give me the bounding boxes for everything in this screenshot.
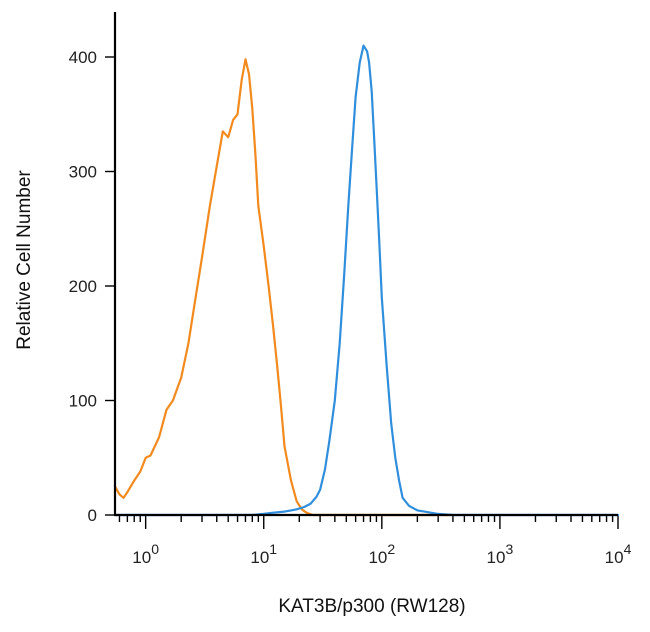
y-tick-label: 200	[69, 277, 97, 296]
y-tick-label: 300	[69, 163, 97, 182]
x-axis-title: KAT3B/p300 (RW128)	[278, 596, 465, 617]
histogram-series-1	[113, 58, 454, 517]
x-tick-label: 104	[605, 541, 632, 567]
x-tick-label: 102	[368, 541, 395, 567]
y-axis-title: Relative Cell Number	[14, 170, 35, 350]
y-tick-label: 400	[69, 48, 97, 67]
series-layer	[113, 44, 620, 517]
y-tick-label: 0	[88, 506, 97, 525]
x-tick-label: 103	[487, 541, 514, 567]
x-tick-label: 100	[132, 541, 159, 567]
x-tick-label: 101	[250, 541, 277, 567]
x-axis-ticks: 100 101 102 103 104	[118, 515, 632, 567]
y-tick-label: 100	[69, 392, 97, 411]
y-axis-ticks: 0 100 200 300 400	[69, 48, 115, 525]
histogram-series-2	[113, 44, 620, 517]
